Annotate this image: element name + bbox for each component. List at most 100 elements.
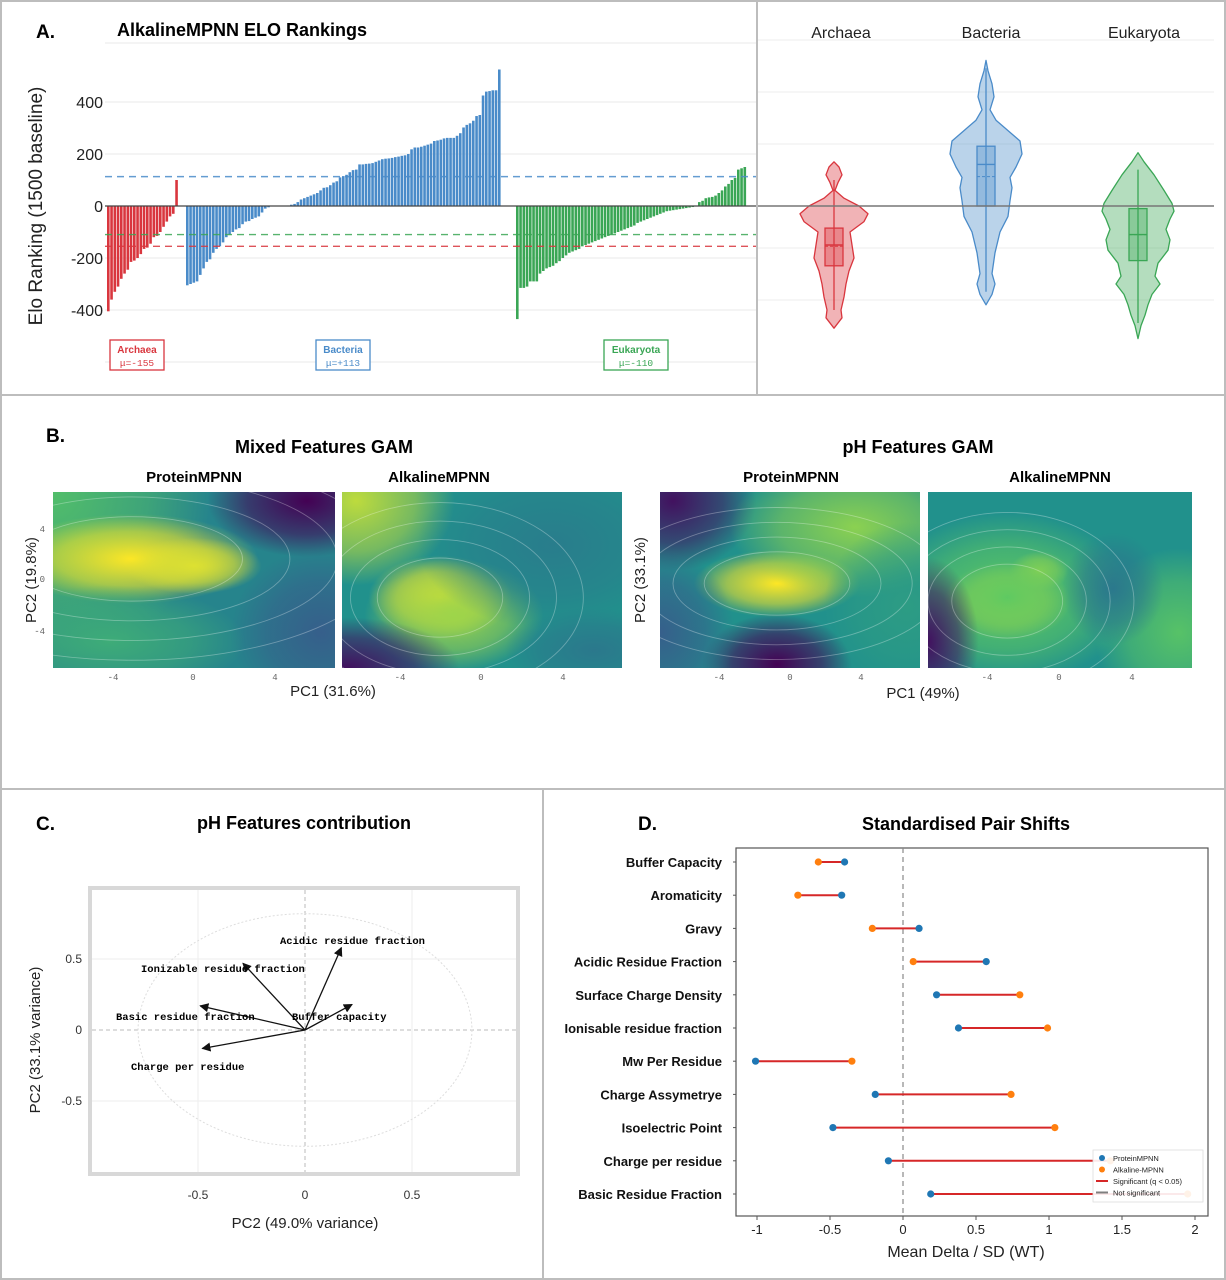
bar-archaea: [162, 206, 165, 227]
gam-ph-title: pH Features GAM: [842, 437, 993, 457]
bar-bacteria: [202, 206, 205, 269]
y-axis-label: PC2 (33.1%): [632, 537, 649, 623]
bar-bacteria: [238, 206, 241, 229]
contour-line: [928, 511, 1135, 668]
bar-bacteria: [251, 206, 254, 219]
contour-line: [53, 496, 291, 622]
x-tick-label: 4: [858, 673, 863, 683]
bar-bacteria: [244, 206, 248, 222]
bar-bacteria: [348, 172, 352, 206]
bar-archaea: [133, 206, 136, 261]
bar-bacteria: [199, 206, 202, 275]
loading-label: Basic residue fraction: [116, 1012, 255, 1024]
point-alkaline-mpnn: [794, 891, 802, 899]
bar-bacteria: [455, 135, 459, 206]
bar-eukaryota: [584, 206, 587, 245]
bar-bacteria: [247, 206, 251, 222]
bar-bacteria: [192, 206, 196, 283]
bar-eukaryota: [711, 196, 714, 206]
bar-archaea: [165, 206, 169, 222]
legend-mean: μ=-110: [619, 358, 654, 369]
bar-eukaryota: [633, 206, 636, 226]
point-alkaline-mpnn: [848, 1057, 856, 1065]
point-proteinmpnn: [871, 1090, 879, 1098]
category-label: Mw Per Residue: [622, 1054, 722, 1069]
bar-bacteria: [377, 160, 381, 206]
bar-bacteria: [358, 164, 361, 206]
point-proteinmpnn: [884, 1157, 893, 1165]
bar-eukaryota: [636, 206, 639, 223]
bar-eukaryota: [532, 206, 535, 282]
heatmap-subtitle: ProteinMPNN: [146, 469, 242, 486]
category-label: Charge per residue: [604, 1154, 723, 1169]
point-proteinmpnn: [932, 991, 941, 999]
x-tick-label: 0: [787, 673, 792, 683]
bar-eukaryota: [568, 206, 571, 253]
loading-arrow: [304, 946, 343, 1031]
point-alkaline-mpnn: [1051, 1124, 1059, 1132]
bar-eukaryota: [597, 206, 600, 240]
loading-label: Acidic residue fraction: [280, 936, 425, 948]
heatmap-density-region: [126, 537, 262, 595]
point-alkaline-mpnn: [868, 924, 876, 933]
bar-eukaryota: [545, 206, 548, 269]
bar-bacteria: [241, 206, 244, 225]
bar-archaea: [175, 180, 178, 206]
legend-mean: μ=+113: [326, 358, 361, 369]
bar-bacteria: [299, 199, 303, 206]
bar-eukaryota: [646, 206, 649, 219]
contour-line: [376, 557, 504, 638]
bar-bacteria: [407, 154, 410, 206]
bar-bacteria: [303, 198, 306, 206]
heatmap-density-region: [417, 492, 622, 630]
bar-eukaryota: [616, 206, 620, 232]
bar-eukaryota: [730, 180, 734, 206]
y-axis-label: PC2 (33.1% variance): [27, 967, 44, 1114]
bar-bacteria: [400, 155, 404, 206]
bar-bacteria: [371, 163, 374, 206]
bar-eukaryota: [535, 206, 539, 282]
bar-bacteria: [384, 158, 387, 206]
bar-archaea: [123, 206, 126, 274]
x-tick-label: -4: [982, 673, 993, 683]
bar-bacteria: [465, 124, 469, 206]
contour-line: [53, 492, 335, 641]
bar-eukaryota: [672, 206, 675, 211]
category-label: Isoelectric Point: [622, 1121, 723, 1136]
bar-bacteria: [221, 206, 225, 243]
point-alkaline-mpnn: [1043, 1024, 1052, 1032]
y-tick-label: 0: [75, 1023, 82, 1037]
bar-bacteria: [264, 206, 267, 209]
category-label: Aromaticity: [650, 888, 722, 903]
bar-bacteria: [332, 182, 335, 206]
bar-eukaryota: [555, 206, 558, 264]
bar-bacteria: [351, 170, 355, 206]
y-tick-label: 0: [94, 199, 103, 216]
heatmap-mixed-alkalinempnn: [342, 492, 622, 668]
bar-eukaryota: [717, 193, 721, 206]
contour-line: [349, 539, 531, 657]
bar-bacteria: [439, 139, 443, 206]
x-tick-label: 0: [302, 1188, 309, 1202]
loadings-biplot: Acidic residue fraction Ionizable residue…: [27, 886, 520, 1232]
bar-bacteria: [218, 206, 222, 247]
loading-arrow: [201, 1029, 306, 1052]
bar-eukaryota: [698, 202, 701, 206]
y-tick-label: 200: [76, 147, 103, 164]
legend-name: Archaea: [117, 345, 157, 356]
bar-archaea: [146, 206, 149, 248]
bar-eukaryota: [516, 206, 519, 320]
bar-bacteria: [394, 157, 397, 206]
x-axis-label: Mean Delta / SD (WT): [887, 1244, 1044, 1261]
bar-bacteria: [195, 206, 199, 282]
x-tick-label: 1.5: [1113, 1222, 1131, 1237]
bar-eukaryota: [727, 183, 730, 206]
bar-eukaryota: [571, 206, 574, 252]
bar-eukaryota: [581, 206, 584, 247]
bar-bacteria: [338, 177, 342, 206]
y-tick-label: 0.5: [65, 952, 82, 966]
bar-bacteria: [293, 203, 296, 206]
bar-bacteria: [403, 155, 407, 206]
point-proteinmpnn: [841, 858, 849, 866]
bar-bacteria: [189, 206, 192, 284]
